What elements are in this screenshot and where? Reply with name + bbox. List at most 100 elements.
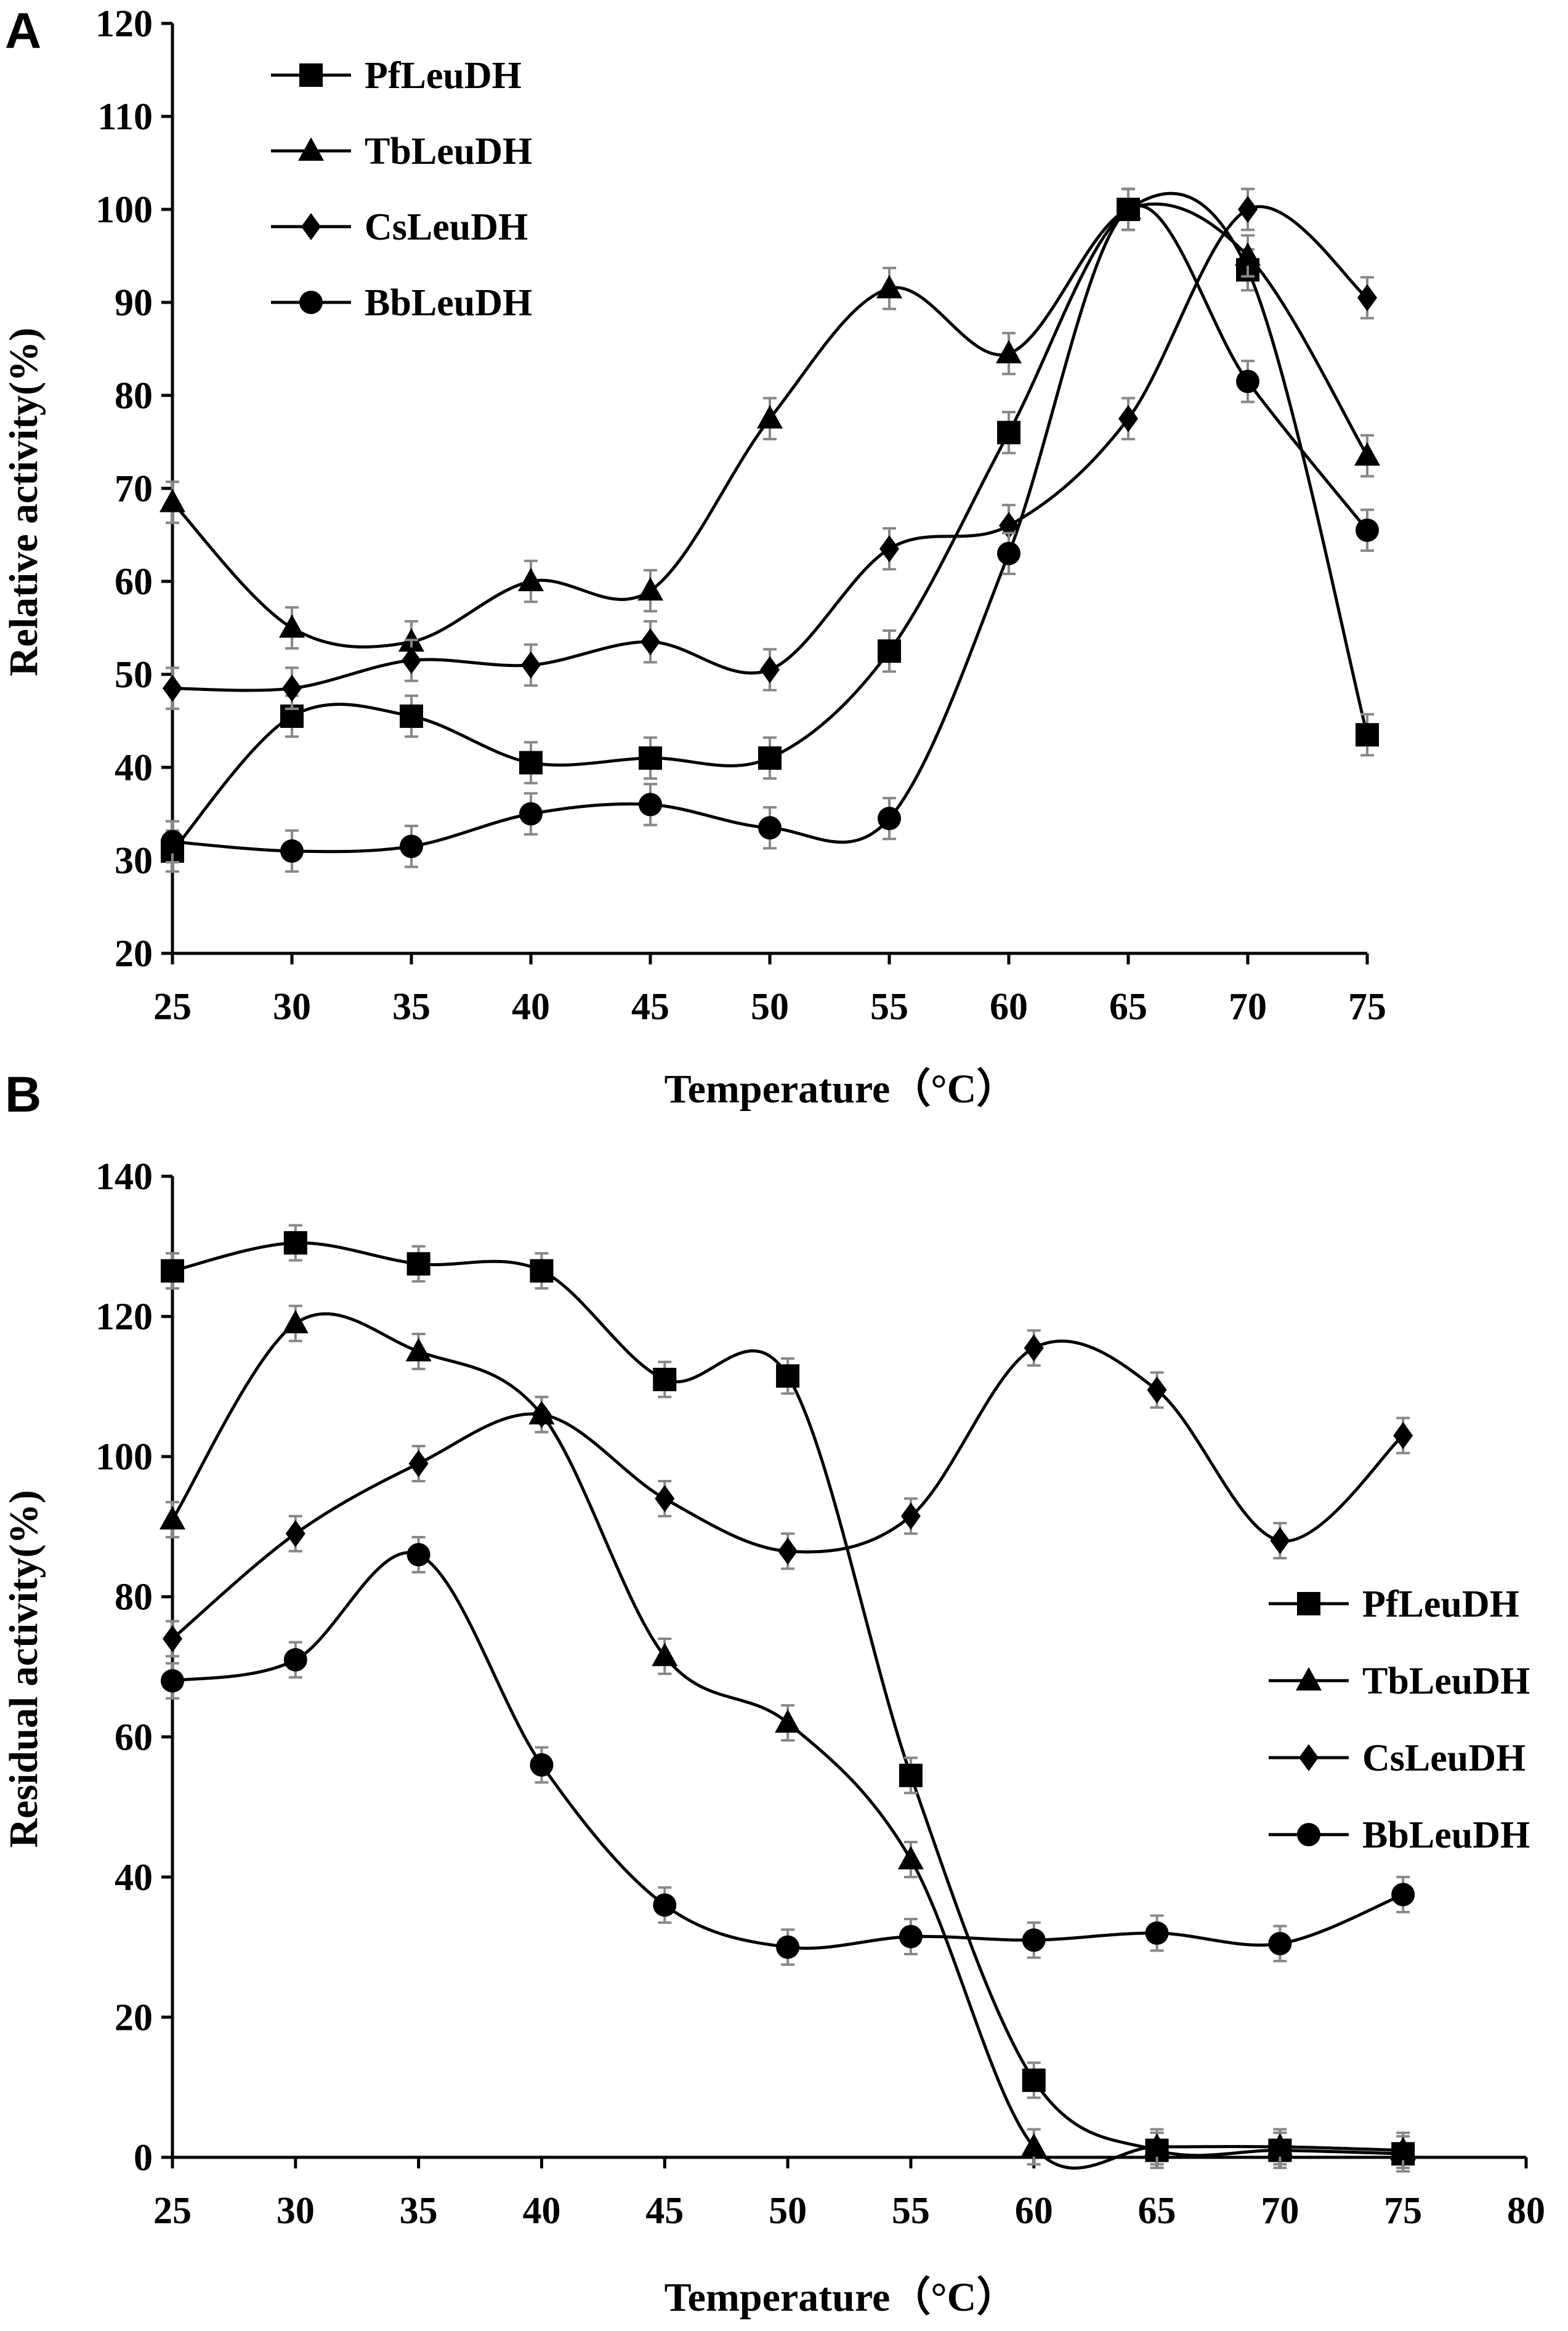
- legend-marker: [1299, 1744, 1319, 1771]
- x-tick-label: 60: [990, 986, 1028, 1028]
- data-point: [1235, 242, 1261, 266]
- data-point: [899, 1763, 923, 1787]
- legend-marker: [301, 213, 321, 240]
- data-point: [400, 834, 423, 858]
- legend-label: CsLeuDH: [1362, 1737, 1526, 1779]
- data-point: [163, 1625, 182, 1652]
- y-tick-label: 60: [115, 1716, 153, 1758]
- data-point: [1391, 1883, 1415, 1907]
- data-point: [285, 1520, 305, 1548]
- x-tick-label: 55: [892, 2190, 930, 2232]
- data-point: [519, 802, 543, 826]
- y-tick-label: 80: [115, 375, 153, 417]
- legend-label: BbLeuDH: [365, 282, 532, 324]
- x-tick-label: 75: [1348, 986, 1386, 1028]
- x-tick-label: 50: [769, 2190, 807, 2232]
- data-point: [400, 704, 423, 728]
- data-point: [1356, 518, 1379, 542]
- data-point: [161, 1259, 184, 1283]
- legend-entry-csleudh-b: CsLeuDH: [1269, 1737, 1526, 1779]
- y-tick-label: 110: [97, 96, 153, 138]
- data-point: [639, 793, 662, 817]
- series-tbleudh-b: [160, 1304, 1416, 2170]
- x-tick-label: 40: [522, 2190, 560, 2232]
- data-point: [279, 614, 305, 638]
- legend-label: TbLeuDH: [1362, 1660, 1530, 1702]
- y-tick-label: 20: [115, 1997, 153, 2038]
- data-point: [1238, 196, 1258, 223]
- legend-entry-bbleudh-a: BbLeuDH: [271, 282, 532, 324]
- x-tick-label: 60: [1015, 2190, 1053, 2232]
- panel-label-a: A: [5, 3, 41, 59]
- data-point: [1268, 1931, 1292, 1955]
- series-pfleudh-a: [161, 187, 1379, 873]
- data-point: [1356, 723, 1379, 747]
- x-tick-label: 25: [153, 986, 192, 1028]
- x-tick-label: 35: [392, 986, 430, 1028]
- y-tick-label: 70: [115, 468, 153, 510]
- data-point: [280, 839, 304, 863]
- data-point: [161, 1669, 184, 1693]
- data-point: [997, 541, 1020, 565]
- data-point: [879, 535, 899, 563]
- data-point: [655, 1485, 675, 1513]
- x-tick-label: 40: [512, 986, 550, 1028]
- data-point: [653, 1893, 677, 1917]
- panel-a-chart: A Temperature（°C） Relative activity(%) 2…: [1, 3, 1386, 1112]
- data-point: [1270, 1527, 1290, 1554]
- data-point: [1022, 1928, 1046, 1952]
- x-axis-title-b: Temperature（°C）: [665, 2274, 1017, 2320]
- y-tick-label: 100: [95, 1436, 153, 1478]
- data-point: [757, 405, 783, 429]
- data-point: [1145, 1921, 1169, 1945]
- x-tick-label: 80: [1507, 2190, 1545, 2232]
- x-tick-label: 30: [273, 986, 311, 1028]
- legend-marker: [1297, 1823, 1320, 1846]
- y-tick-label: 30: [115, 840, 153, 882]
- legend-entry-pfleudh-a: PfLeuDH: [271, 55, 522, 97]
- data-point: [1236, 370, 1259, 394]
- legend-marker: [1296, 1667, 1322, 1691]
- y-tick-label: 140: [95, 1156, 153, 1198]
- data-point: [282, 674, 302, 702]
- legend-label: BbLeuDH: [1362, 1814, 1530, 1856]
- series-tbleudh-a: [160, 187, 1380, 664]
- data-point: [283, 1231, 307, 1255]
- data-point: [1393, 1422, 1413, 1450]
- legend-entry-bbleudh-b: BbLeuDH: [1269, 1814, 1530, 1856]
- series-csleudh-b: [163, 1329, 1413, 1658]
- y-tick-label: 60: [115, 561, 153, 603]
- data-point: [900, 1502, 921, 1530]
- data-point: [897, 1846, 924, 1870]
- data-point: [521, 651, 541, 679]
- series-line: [171, 192, 1369, 852]
- legend-label: TbLeuDH: [365, 131, 532, 172]
- data-point: [878, 807, 901, 831]
- data-point: [282, 1309, 309, 1333]
- data-point: [406, 1252, 430, 1276]
- y-tick-label: 120: [95, 3, 153, 45]
- x-tick-label: 65: [1109, 986, 1147, 1028]
- legend-entry-tbleudh-b: TbLeuDH: [1269, 1660, 1530, 1702]
- data-point: [899, 1925, 923, 1949]
- x-tick-label: 75: [1384, 2190, 1422, 2232]
- y-axis-title-a: Relative activity(%): [1, 328, 46, 676]
- panel-b-chart: B Temperature（°C） Residual activity(%) 0…: [1, 1067, 1545, 2320]
- x-tick-label: 70: [1229, 986, 1267, 1028]
- data-point: [530, 1753, 554, 1777]
- series-csleudh-a: [163, 187, 1377, 710]
- data-point: [776, 1935, 800, 1959]
- data-point: [775, 1709, 801, 1733]
- data-point: [1357, 284, 1377, 312]
- legend-label: PfLeuDH: [365, 55, 522, 97]
- data-point: [163, 674, 182, 702]
- legend-marker: [1297, 1592, 1320, 1615]
- y-tick-label: 100: [95, 189, 153, 231]
- legend-marker: [299, 291, 323, 314]
- legend-entry-tbleudh-a: TbLeuDH: [271, 131, 532, 172]
- data-point: [778, 1537, 798, 1565]
- data-point: [997, 421, 1020, 445]
- data-point: [1390, 2136, 1416, 2160]
- y-axis-title-b: Residual activity(%): [1, 1490, 46, 1848]
- data-point: [408, 1450, 429, 1477]
